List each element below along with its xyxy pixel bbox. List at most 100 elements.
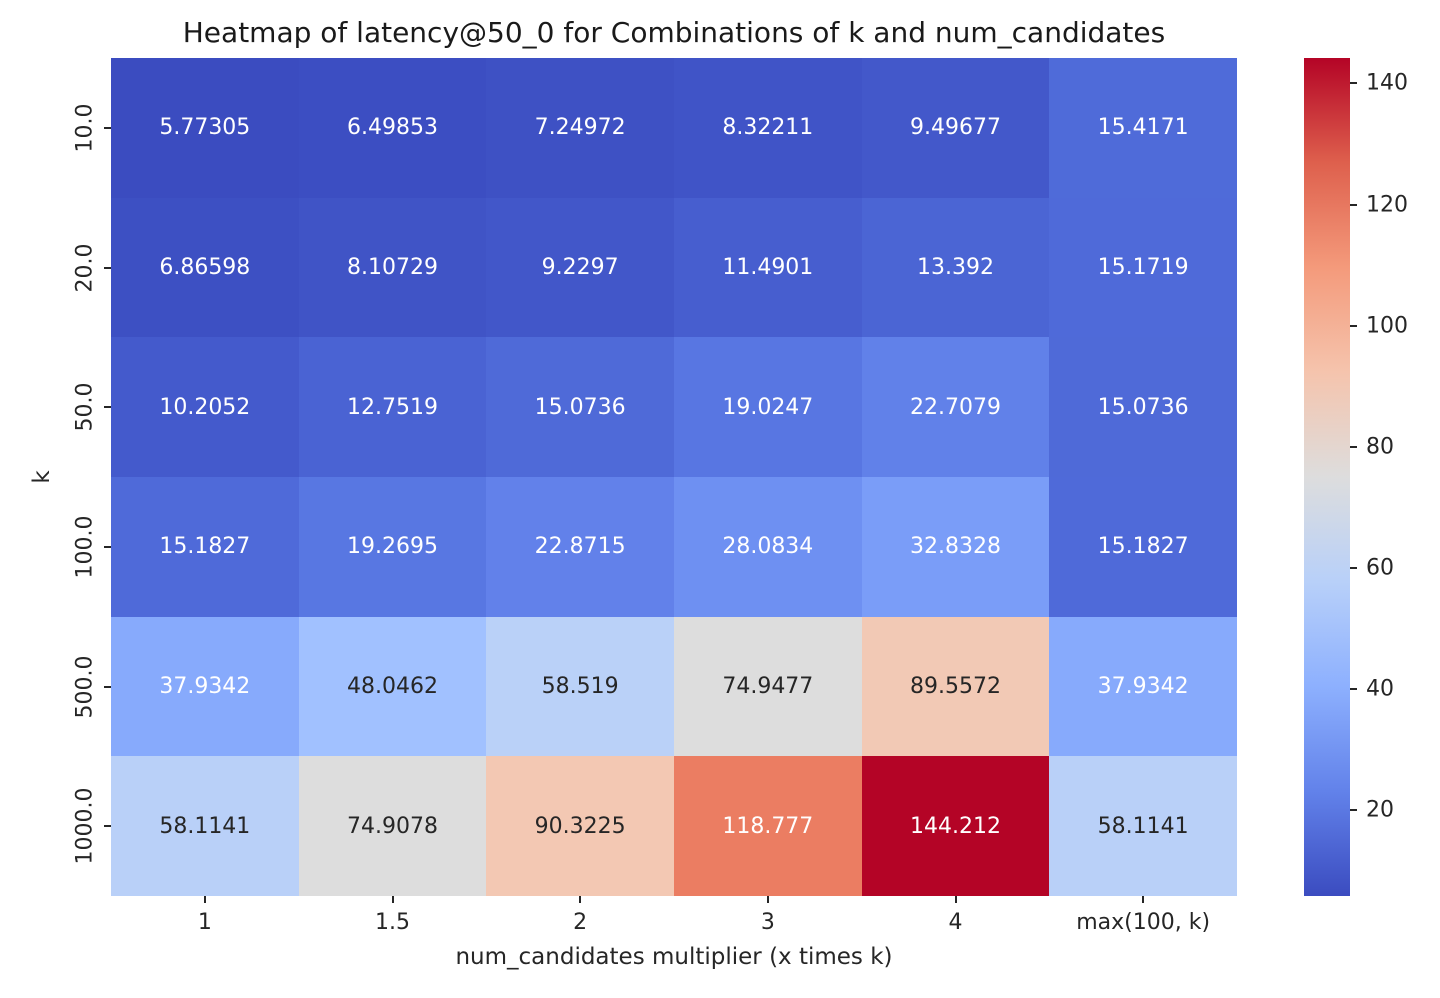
x-tick-mark	[391, 896, 394, 903]
cell-annotation: 11.4901	[722, 254, 814, 280]
x-tick-mark	[203, 896, 206, 903]
cell-annotation: 90.3225	[534, 813, 626, 839]
x-tick-label: 4	[948, 910, 963, 935]
x-tick-label: 3	[760, 910, 775, 935]
heatmap-cell: 15.0736	[486, 337, 674, 477]
cell-annotation: 12.7519	[346, 394, 438, 420]
heatmap-cell: 90.3225	[486, 756, 674, 896]
y-tick-label: 1000.0	[72, 787, 98, 865]
heatmap-cell: 48.0462	[298, 616, 487, 757]
cell-annotation: 89.5572	[909, 673, 1001, 699]
x-tick-mark	[954, 896, 957, 903]
cell-annotation: 6.49853	[346, 115, 438, 141]
heatmap-cell: 15.0736	[1049, 337, 1237, 477]
y-tick-label: 100.0	[72, 515, 98, 579]
y-tick-label: 50.0	[72, 382, 98, 432]
cell-annotation: 58.1141	[159, 813, 251, 839]
colorbar-tick-label: 140	[1366, 70, 1408, 96]
cell-annotation: 48.0462	[346, 673, 438, 699]
cell-annotation: 15.0736	[1097, 394, 1189, 420]
x-tick-label: 1	[197, 910, 212, 935]
y-tick-mark	[104, 126, 111, 129]
heatmap-cell: 15.1719	[1049, 197, 1237, 338]
cell-annotation: 15.4171	[1097, 115, 1189, 141]
heatmap-cell: 28.0834	[674, 477, 862, 617]
heatmap-cell: 9.2297	[486, 197, 674, 338]
cell-annotation: 58.519	[541, 673, 619, 699]
heatmap-cell: 13.392	[861, 197, 1050, 338]
colorbar-tick-label: 80	[1366, 434, 1394, 460]
colorbar	[1304, 58, 1350, 896]
heatmap-cell: 7.24972	[486, 58, 674, 198]
cell-annotation: 9.49677	[909, 115, 1001, 141]
heatmap-cell: 144.212	[861, 756, 1050, 896]
heatmap-cell: 37.9342	[1049, 616, 1237, 757]
y-tick-label: 500.0	[72, 655, 98, 718]
heatmap-cell: 10.2052	[111, 337, 299, 477]
x-tick-label: 2	[573, 910, 588, 935]
cell-annotation: 118.777	[722, 813, 814, 839]
y-tick-label: 20.0	[72, 243, 98, 292]
colorbar-tick-mark	[1350, 808, 1357, 811]
cell-annotation: 7.24972	[534, 115, 626, 141]
heatmap-cell: 19.0247	[674, 337, 862, 477]
cell-annotation: 9.2297	[541, 254, 619, 280]
heatmap-cell: 15.1827	[111, 477, 299, 617]
heatmap-cell: 8.10729	[298, 197, 487, 338]
colorbar-tick-mark	[1350, 445, 1357, 448]
y-tick-label: 10.0	[72, 103, 98, 153]
cell-annotation: 28.0834	[722, 534, 814, 560]
x-tick-mark	[579, 896, 582, 903]
cell-annotation: 15.1719	[1097, 254, 1189, 280]
cell-annotation: 32.8328	[909, 534, 1001, 560]
x-tick-mark	[766, 896, 769, 903]
y-tick-mark	[104, 406, 111, 409]
y-tick-mark	[104, 685, 111, 688]
cell-annotation: 15.1827	[159, 534, 251, 560]
colorbar-tick-label: 120	[1366, 192, 1408, 218]
x-axis-label: num_candidates multiplier (x times k)	[455, 944, 893, 970]
cell-annotation: 22.7079	[909, 394, 1001, 420]
cell-annotation: 144.212	[909, 813, 1001, 839]
heatmap-cell: 22.8715	[486, 477, 674, 617]
cell-annotation: 19.0247	[722, 394, 814, 420]
colorbar-tick-mark	[1350, 203, 1357, 206]
heatmap-cell: 58.519	[486, 616, 674, 757]
heatmap-cell: 118.777	[674, 756, 862, 896]
cell-annotation: 5.77305	[159, 115, 251, 141]
heatmap-cell: 8.32211	[674, 58, 862, 198]
cell-annotation: 19.2695	[346, 534, 438, 560]
heatmap-cell: 58.1141	[1049, 756, 1237, 896]
heatmap-cell: 58.1141	[111, 756, 299, 896]
heatmap-cell: 6.86598	[111, 197, 299, 338]
heatmap-cell: 32.8328	[861, 477, 1050, 617]
heatmap-cell: 74.9078	[298, 756, 487, 896]
y-tick-mark	[104, 266, 111, 269]
colorbar-tick-label: 100	[1366, 313, 1408, 339]
heatmap-cell: 15.1827	[1049, 477, 1237, 617]
y-tick-mark	[104, 545, 111, 548]
heatmap-cell: 15.4171	[1049, 58, 1237, 198]
cell-annotation: 15.0736	[534, 394, 626, 420]
chart-title: Heatmap of latency@50_0 for Combinations…	[182, 16, 1166, 49]
y-tick-mark	[104, 825, 111, 828]
heatmap-cell: 22.7079	[861, 337, 1050, 477]
cell-annotation: 22.8715	[534, 534, 626, 560]
colorbar-tick-label: 20	[1366, 797, 1394, 823]
colorbar-tick-label: 60	[1366, 555, 1394, 581]
x-tick-label: max(100, k)	[1076, 910, 1211, 935]
heatmap-cell: 12.7519	[298, 337, 487, 477]
colorbar-tick-mark	[1350, 687, 1357, 690]
colorbar-tick-mark	[1350, 324, 1357, 327]
x-tick-mark	[1142, 896, 1145, 903]
cell-annotation: 10.2052	[159, 394, 251, 420]
colorbar-tick-mark	[1350, 82, 1357, 85]
cell-annotation: 37.9342	[1097, 673, 1189, 699]
heatmap-cell: 9.49677	[861, 58, 1050, 198]
heatmap-cell: 5.77305	[111, 58, 299, 198]
cell-annotation: 8.32211	[722, 115, 814, 141]
heatmap-cell: 89.5572	[861, 616, 1050, 757]
cell-annotation: 13.392	[916, 254, 994, 280]
heatmap-cell: 74.9477	[674, 616, 862, 757]
